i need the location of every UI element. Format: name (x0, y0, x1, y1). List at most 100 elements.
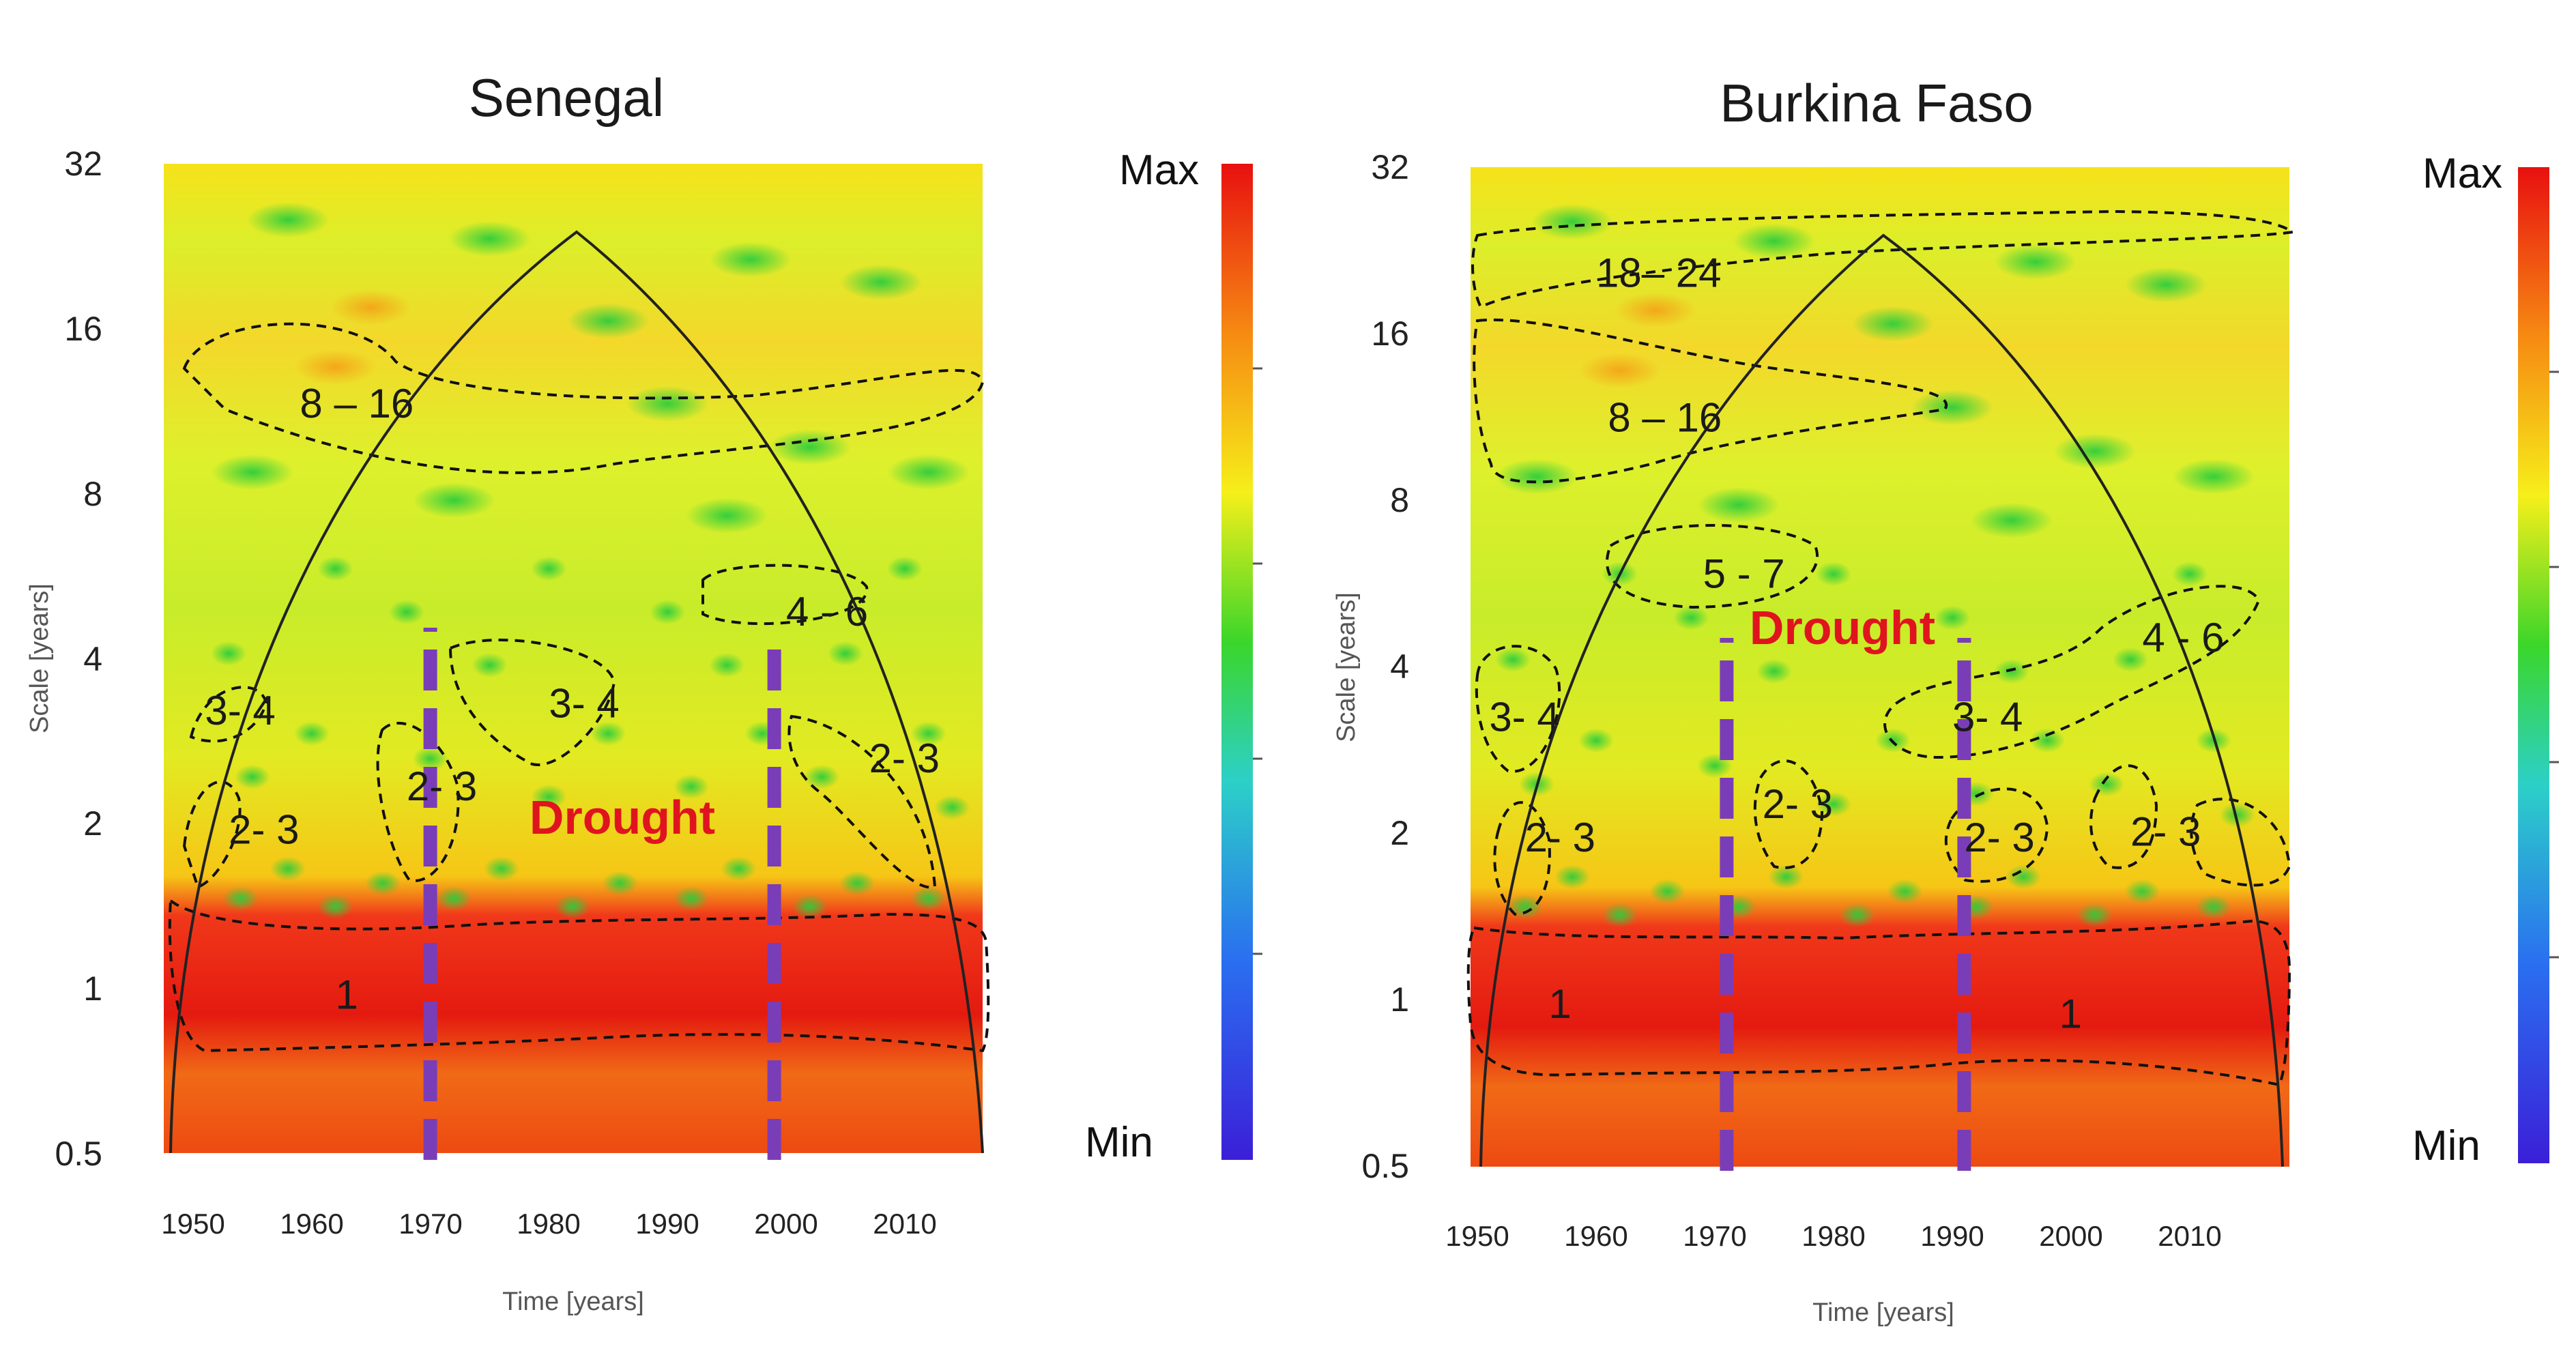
power-blob (294, 349, 377, 385)
contour-1 (168, 898, 990, 1053)
y-tick-label: 2 (83, 804, 102, 843)
drought-label: Drought (530, 791, 715, 844)
power-blob (1673, 605, 1709, 630)
power-blob (436, 886, 472, 911)
power-blob (555, 894, 591, 919)
y-tick-label: 2 (1390, 814, 1409, 852)
colorbar (1221, 164, 1253, 1160)
power-blob (1495, 647, 1531, 672)
band-label: 1 (2059, 991, 2082, 1036)
band-labels: 8 – 16 4 - 6 3- 4 3- 4 2- 3 2- 3 2- 3 1 (205, 381, 940, 1017)
power-blob (567, 303, 650, 339)
band-label: 2- 3 (229, 807, 299, 853)
band-label: 4 - 6 (2142, 615, 2224, 660)
chart-title: Burkina Faso (1720, 73, 2034, 133)
colorbar-max-label: Max (2422, 150, 2502, 197)
y-tick-label: 16 (64, 310, 102, 348)
significance-contours (168, 322, 990, 1053)
power-blob (472, 652, 508, 678)
chart-title: Senegal (469, 68, 664, 128)
band-label: 2- 3 (1525, 815, 1595, 860)
power-blob (211, 641, 247, 666)
power-blob (270, 856, 306, 882)
y-tick-label: 8 (83, 475, 102, 513)
power-blob (1602, 903, 1638, 928)
power-blob (1994, 244, 2076, 280)
band-labels: 18– 24 8 – 16 5 - 7 4 - 6 3- 4 3- 4 2- 3 2- 3 2-… (1489, 250, 2224, 1036)
y-tick-label: 4 (1390, 647, 1409, 686)
power-blob (412, 746, 448, 771)
power-blob (2029, 728, 2066, 753)
x-tick-label: 1990 (1920, 1220, 1984, 1252)
contour-1 (1466, 919, 2291, 1087)
x-tick-label: 2000 (2039, 1220, 2102, 1252)
x-tick-label: 1990 (635, 1208, 699, 1240)
contour-2-3-e (2190, 798, 2291, 887)
power-blob (413, 482, 495, 519)
contour-2-3-mid (376, 721, 460, 882)
power-blob (1816, 791, 1851, 817)
y-axis: 32 16 8 4 2 1 0.5 (55, 145, 102, 1173)
x-axis: 1950 1960 1970 1980 1990 2000 2010 (161, 1208, 936, 1240)
power-blob (2089, 772, 2125, 797)
y-tick-label: 1 (83, 970, 102, 1008)
x-tick-label: 1960 (1564, 1220, 1627, 1252)
contour-4-6 (701, 564, 869, 626)
y-tick-label: 0.5 (1361, 1147, 1409, 1185)
y-tick-label: 1 (1390, 980, 1409, 1019)
x-tick-label: 1980 (517, 1208, 580, 1240)
power-blob (2125, 267, 2208, 303)
power-blob (448, 221, 531, 257)
power-blob (1697, 487, 1780, 523)
power-blob (910, 886, 946, 911)
contour-3-4-mid (448, 639, 616, 766)
y-axis-label: Scale [years] (1332, 592, 1361, 742)
cone-of-influence (169, 230, 984, 1154)
significance-contours (1466, 209, 2297, 1087)
power-blob (686, 497, 768, 534)
power-blob (709, 652, 745, 678)
band-label: 8 – 16 (300, 381, 414, 426)
band-label: 1 (336, 972, 358, 1017)
power-blob (2053, 433, 2136, 469)
power-blob (590, 721, 626, 746)
power-blob (293, 721, 330, 746)
power-blob (804, 764, 840, 789)
power-blob (886, 556, 923, 581)
band-label: 3- 4 (1489, 695, 1559, 740)
y-tick-label: 16 (1371, 315, 1409, 353)
band-label: 18– 24 (1596, 250, 1722, 295)
x-tick-label: 2000 (754, 1208, 817, 1240)
colorbar-max-label: Max (1119, 147, 1199, 194)
power-blob (1531, 204, 1614, 240)
power-blob (2006, 864, 2042, 890)
x-tick-label: 1950 (1445, 1220, 1509, 1252)
senegal-panel: Senegal 32 16 8 4 2 1 0.5 1950 1960 1970… (25, 68, 1262, 1316)
x-tick-label: 1970 (1683, 1220, 1746, 1252)
power-blob (211, 454, 293, 491)
power-blob (2172, 458, 2255, 495)
power-blob (1554, 864, 1591, 890)
power-blob (234, 764, 270, 789)
power-blob (839, 871, 875, 896)
colorbar-min-label: Min (1085, 1119, 1153, 1166)
power-blob (768, 429, 851, 465)
contour-5-7 (1606, 524, 1819, 609)
x-tick-label: 1950 (161, 1208, 225, 1240)
power-blob (483, 856, 519, 882)
colorbar (2518, 167, 2549, 1163)
power-blob (317, 894, 353, 919)
power-blob (388, 600, 424, 625)
band-label: 2- 3 (1763, 781, 1833, 827)
power-blob (2076, 903, 2113, 928)
contour-2-3-right (787, 714, 937, 889)
power-blob (1971, 502, 2053, 538)
power-blob (222, 886, 259, 911)
contour-4-6 (1883, 585, 2261, 759)
power-blob (1994, 659, 2029, 684)
drought-lines (423, 628, 781, 1160)
power-blob (2113, 647, 2148, 672)
power-blob (247, 202, 330, 238)
contour-2-3-b (1753, 759, 1824, 869)
